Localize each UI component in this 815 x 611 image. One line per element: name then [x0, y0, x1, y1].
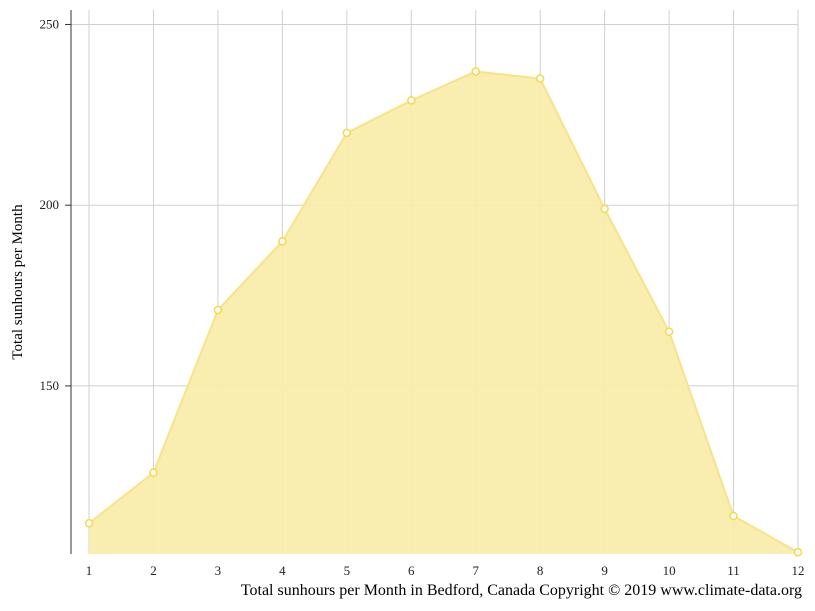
- x-tick-label-2: 2: [150, 563, 157, 578]
- data-point-3: [213, 305, 223, 315]
- x-tick-label-6: 6: [408, 563, 415, 578]
- y-tick-label-250: 250: [40, 16, 60, 31]
- x-tick-label-1: 1: [86, 563, 93, 578]
- data-point-1: [84, 519, 94, 528]
- axes: [65, 10, 72, 554]
- y-tick-label-150: 150: [40, 378, 60, 393]
- x-tick-label-5: 5: [344, 563, 351, 578]
- y-axis-label: Total sunhours per Month: [10, 204, 26, 360]
- data-point-9: [600, 204, 609, 214]
- data-point-12: [793, 547, 803, 557]
- x-tick-label-4: 4: [279, 563, 286, 578]
- data-point-10: [664, 327, 674, 336]
- x-tick-label-3: 3: [215, 563, 222, 578]
- x-tick-label-8: 8: [537, 563, 544, 578]
- x-tick-label-10: 10: [663, 563, 676, 578]
- area-line: [88, 70, 799, 554]
- data-point-4: [278, 237, 287, 246]
- data-point-7: [471, 67, 480, 76]
- chart-caption: Total sunhours per Month in Bedford, Can…: [240, 582, 802, 599]
- area-series: [88, 70, 799, 555]
- x-tick-label-9: 9: [601, 563, 608, 578]
- y-tick-label-200: 200: [40, 197, 60, 212]
- data-point-5: [342, 128, 352, 138]
- data-point-6: [407, 96, 416, 105]
- area-fill: [89, 71, 798, 555]
- x-tick-label-12: 12: [792, 563, 805, 578]
- data-points: [84, 67, 803, 557]
- data-point-11: [729, 511, 738, 521]
- data-point-8: [535, 74, 545, 83]
- x-tick-label-11: 11: [727, 563, 740, 578]
- x-tick-label-7: 7: [472, 563, 479, 578]
- data-point-2: [149, 468, 158, 477]
